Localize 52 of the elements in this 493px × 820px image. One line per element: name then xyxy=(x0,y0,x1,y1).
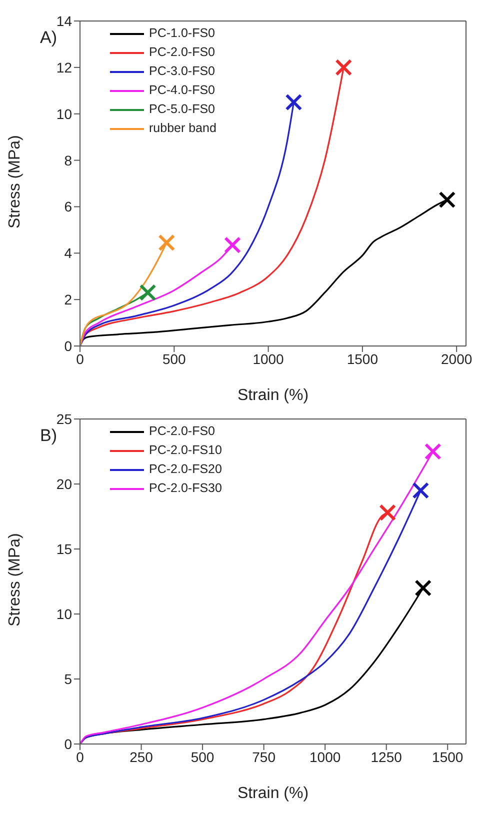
y-tick-label: 15 xyxy=(56,540,72,557)
y-tick-label: 0 xyxy=(64,736,72,752)
y-tick-label: 25 xyxy=(56,410,72,427)
y-tick-label: 6 xyxy=(64,198,72,215)
y-tick-label: 20 xyxy=(56,476,72,492)
y-tick-label: 14 xyxy=(56,12,72,29)
y-tick-label: 10 xyxy=(56,606,72,622)
legend-label: PC-2.0-FS20 xyxy=(149,461,222,478)
x-tick-label: 1500 xyxy=(346,350,378,367)
y-tick-label: 8 xyxy=(64,152,72,168)
point xyxy=(285,94,302,111)
x-tick-label: 0 xyxy=(76,350,84,367)
y-tick-label: 2 xyxy=(64,292,72,308)
legend-label: PC-2.0-FS30 xyxy=(149,480,222,497)
legend-label: PC-1.0-FS0 xyxy=(149,25,215,42)
x-axis-title: Strain (%) xyxy=(237,785,309,802)
point xyxy=(224,236,242,254)
y-tick-label: 12 xyxy=(56,59,72,76)
y-tick-label: 4 xyxy=(64,245,72,262)
legend-label: PC-4.0-FS0 xyxy=(149,82,215,99)
point xyxy=(335,58,352,76)
x-tick-label: 500 xyxy=(162,350,186,367)
y-tick-label: 0 xyxy=(64,338,72,354)
x-tick-label: 2000 xyxy=(441,350,472,367)
x-tick-label: 250 xyxy=(130,748,154,765)
y-tick-label: 10 xyxy=(56,106,72,122)
x-tick-label: 500 xyxy=(190,748,214,765)
point xyxy=(139,284,156,302)
x-tick-label: 0 xyxy=(76,748,84,765)
point xyxy=(379,504,396,522)
text: B) xyxy=(40,426,57,446)
y-axis-title: Stress (MPa) xyxy=(6,533,24,626)
x-tick-label: 750 xyxy=(252,748,276,765)
point xyxy=(412,482,430,499)
legend-label: rubber band xyxy=(149,120,216,137)
point xyxy=(414,580,432,596)
legend-label: PC-2.0-FS0 xyxy=(149,423,215,440)
point xyxy=(424,443,442,460)
x-tick-label: 1500 xyxy=(432,748,464,765)
x-tick-label: 1000 xyxy=(310,748,341,765)
text: A) xyxy=(40,28,57,48)
x-axis-title: Strain (%) xyxy=(237,387,309,404)
legend-label: PC-2.0-FS0 xyxy=(149,44,215,61)
y-tick-label: 5 xyxy=(64,670,72,687)
x-tick-label: 1250 xyxy=(370,748,402,765)
legend-label: PC-3.0-FS0 xyxy=(149,63,215,80)
y-axis-title: Stress (MPa) xyxy=(6,135,24,228)
legend-label: PC-5.0-FS0 xyxy=(149,101,215,118)
point xyxy=(158,234,176,252)
legend-label: PC-2.0-FS10 xyxy=(149,442,222,459)
x-tick-label: 1000 xyxy=(252,350,284,367)
point xyxy=(438,191,456,208)
